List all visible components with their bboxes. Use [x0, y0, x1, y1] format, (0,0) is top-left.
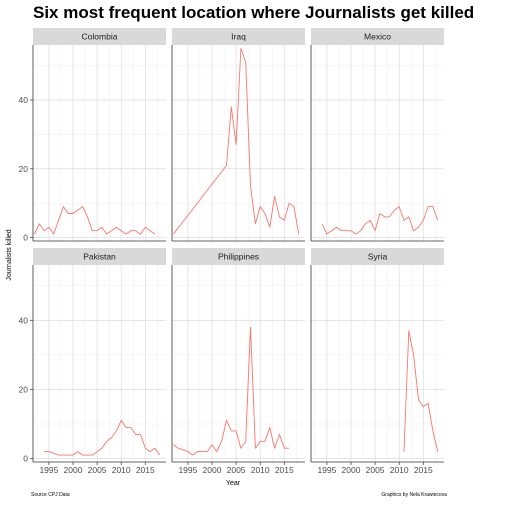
strip-label-philippines: Philippines: [218, 252, 259, 262]
x-tick-label: 2005: [88, 465, 107, 475]
y-tick-label: 20: [19, 384, 29, 394]
strip-mexico: [311, 28, 444, 45]
y-tick-label: 20: [19, 164, 29, 174]
y-tick-label: 40: [19, 315, 29, 325]
x-tick-label: 2000: [64, 465, 83, 475]
source-caption: Source CPJ Data: [31, 492, 70, 498]
panel-iraq: Iraq: [171, 28, 305, 242]
strip-label-colombia: Colombia: [82, 32, 118, 42]
panel-pakistan: Pakistan 0 20 40 1995 2000 2005 2010 2015: [19, 248, 166, 475]
x-tick-label: 2015: [275, 465, 294, 475]
x-tick-label: 2010: [112, 465, 131, 475]
chart-title: Six most frequent location where Journal…: [33, 3, 474, 22]
strip-label-syria: Syria: [368, 252, 388, 262]
series-line-iraq: [173, 47, 300, 235]
x-tick-label: 2005: [227, 465, 246, 475]
panel-colombia: Colombia 0 20 40: [19, 28, 166, 243]
y-tick-label: 40: [19, 95, 29, 105]
y-tick-label: 0: [23, 454, 28, 464]
x-tick-label: 2000: [342, 465, 361, 475]
x-tick-label: 2015: [136, 465, 155, 475]
x-tick-label: 2005: [366, 465, 385, 475]
x-tick-label: 1995: [178, 465, 197, 475]
strip-philippines: [172, 248, 305, 265]
panel-mexico: Mexico: [310, 28, 444, 242]
strip-label-iraq: Iraq: [231, 32, 246, 42]
y-tick-label: 0: [23, 233, 28, 243]
series-line-philippines: [173, 326, 290, 456]
strip-label-mexico: Mexico: [364, 32, 391, 42]
series-line-mexico: [321, 206, 439, 235]
x-tick-label: 2000: [203, 465, 222, 475]
strip-colombia: [33, 28, 166, 45]
series-line-colombia: [33, 206, 156, 235]
x-tick-label: 1995: [39, 465, 58, 475]
x-axis-label: Year: [226, 480, 241, 487]
panel-philippines: Philippines 1995 2000 2005 2010 2015: [171, 248, 305, 475]
strip-label-pakistan: Pakistan: [83, 252, 116, 262]
x-tick-label: 2015: [414, 465, 433, 475]
strip-syria: [311, 248, 444, 265]
y-axis-label: Journalists killed: [6, 229, 13, 280]
strip-iraq: [172, 28, 305, 45]
facet-panels: Colombia 0 20 40 Iraq Mexico Pakistan 0 20 40 1995…: [19, 28, 444, 475]
x-tick-label: 1995: [317, 465, 336, 475]
x-tick-label: 2010: [251, 465, 270, 475]
strip-pakistan: [33, 248, 166, 265]
credit-caption: Graphics by Nela Krawiecova: [381, 492, 447, 498]
series-line-pakistan: [44, 420, 161, 456]
x-tick-label: 2010: [390, 465, 409, 475]
series-line-syria: [403, 330, 439, 452]
panel-syria: Syria 1995 2000 2005 2010 2015: [310, 248, 444, 475]
